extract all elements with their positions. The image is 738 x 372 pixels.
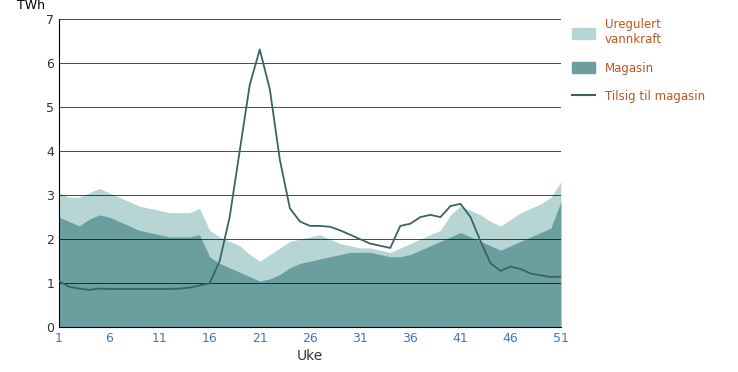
Y-axis label: TWh: TWh — [18, 0, 46, 12]
Legend: Uregulert
vannkraft, Magasin, Tilsig til magasin: Uregulert vannkraft, Magasin, Tilsig til… — [572, 18, 705, 103]
X-axis label: Uke: Uke — [297, 349, 323, 363]
